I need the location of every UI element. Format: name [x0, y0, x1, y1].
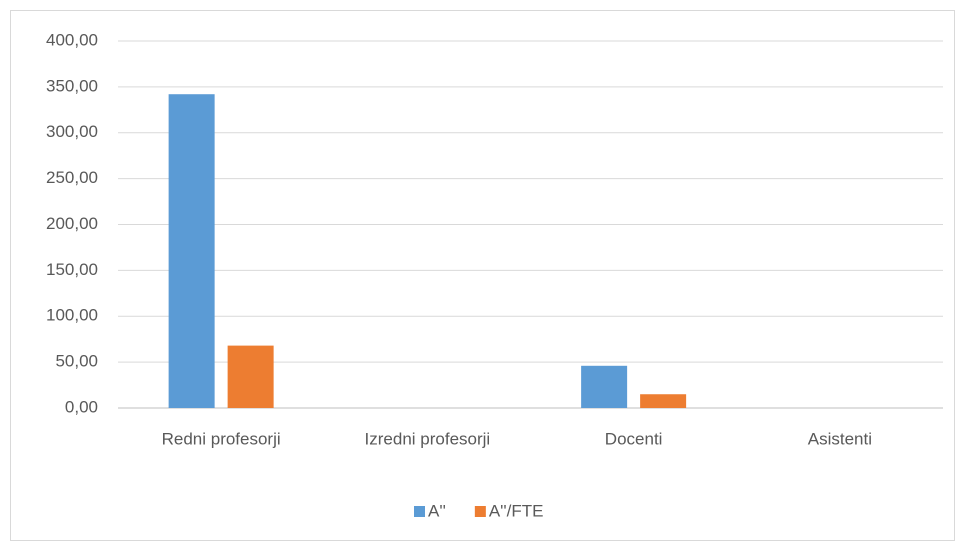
- bar: [581, 365, 628, 408]
- x-tick-label: Izredni profesorji: [365, 429, 491, 448]
- y-tick-label: 150,00: [46, 260, 98, 279]
- y-tick-label: 100,00: [46, 306, 98, 325]
- legend-label: A'': [428, 501, 446, 520]
- x-tick-label: Docenti: [605, 429, 663, 448]
- y-tick-label: 350,00: [46, 76, 98, 95]
- legend-swatch: [414, 506, 425, 517]
- x-tick-label: Redni profesorji: [162, 429, 281, 448]
- x-tick-label: Asistenti: [808, 429, 872, 448]
- legend-label: A''/FTE: [489, 501, 544, 520]
- bar: [168, 94, 215, 408]
- legend-swatch: [474, 506, 486, 517]
- y-tick-label: 400,00: [46, 30, 98, 49]
- y-tick-label: 0,00: [65, 397, 98, 416]
- y-tick-label: 250,00: [46, 168, 98, 187]
- bar: [640, 394, 687, 408]
- y-tick-label: 300,00: [46, 122, 98, 141]
- bar: [227, 345, 274, 408]
- chart-border: [10, 10, 955, 541]
- y-tick-label: 200,00: [46, 214, 98, 233]
- y-tick-label: 50,00: [55, 352, 98, 371]
